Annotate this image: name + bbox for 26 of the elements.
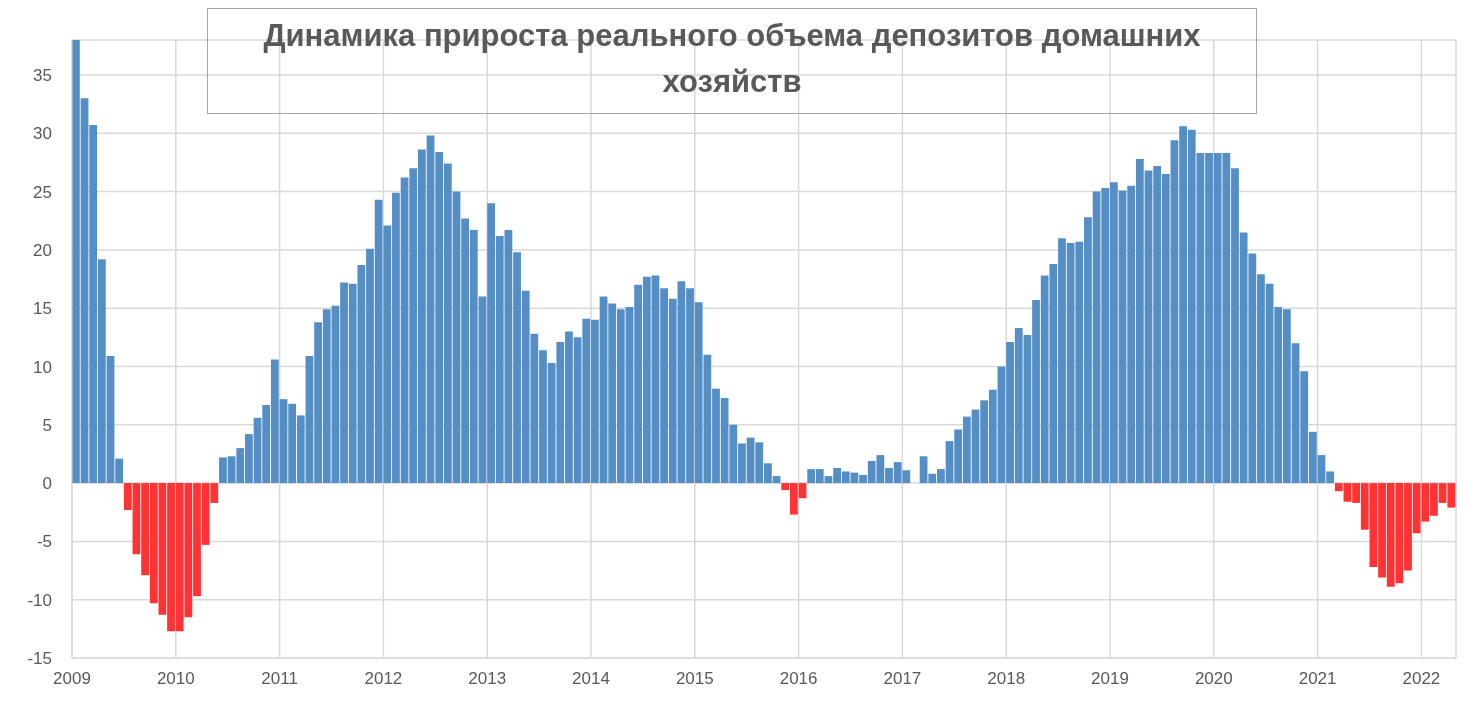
y-tick-label: 10 <box>33 357 52 377</box>
x-tick-label: 2020 <box>1194 669 1233 689</box>
x-tick-label: 2012 <box>364 669 403 689</box>
y-tick-label: -10 <box>27 590 52 610</box>
x-tick-label: 2017 <box>883 669 922 689</box>
x-tick-label: 2014 <box>572 669 610 689</box>
x-tick-label: 2019 <box>1091 669 1129 689</box>
y-tick-label: 30 <box>33 124 52 144</box>
x-tick-label: 2018 <box>987 669 1026 689</box>
x-tick-label: 2010 <box>156 669 195 689</box>
x-tick-label: 2015 <box>675 669 714 689</box>
x-tick-label: 2021 <box>1298 669 1337 689</box>
x-tick-label: 2022 <box>1402 669 1441 689</box>
x-tick-label: 2016 <box>779 669 818 689</box>
x-tick-label: 2011 <box>261 669 298 689</box>
y-tick-label: 5 <box>42 415 52 435</box>
chart-title: Динамика прироста реального объема депозитов домашних хозяйств <box>262 17 1202 101</box>
y-tick-label: -15 <box>27 649 52 669</box>
y-tick-label: 20 <box>33 240 52 260</box>
y-tick-label: -5 <box>36 532 52 552</box>
y-tick-label: 35 <box>33 66 52 86</box>
x-tick-label: 2009 <box>53 669 91 689</box>
y-tick-label: 15 <box>33 299 52 319</box>
y-tick-label: 0 <box>42 474 52 494</box>
x-tick-label: 2013 <box>468 669 507 689</box>
y-tick-label: 25 <box>33 182 52 202</box>
